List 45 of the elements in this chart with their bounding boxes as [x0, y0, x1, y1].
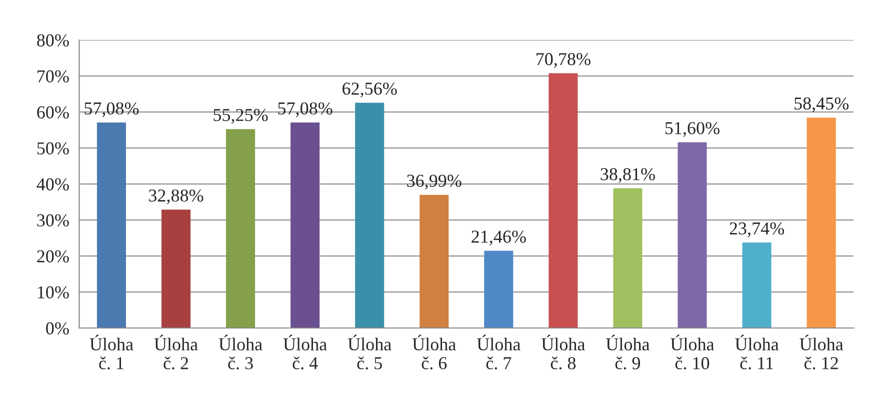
- data-label: 51,60%: [665, 122, 720, 137]
- y-tick-label: 20%: [37, 250, 69, 262]
- x-tick-label: Úloha č. 4: [283, 334, 327, 370]
- data-label: 38,81%: [600, 168, 655, 183]
- bar: [613, 188, 642, 328]
- x-tick-label: Úloha č. 5: [348, 334, 392, 370]
- x-tick-label: Úloha č. 8: [542, 334, 586, 370]
- data-label: 57,08%: [84, 102, 139, 118]
- data-label: 21,46%: [472, 230, 526, 246]
- bar: [548, 73, 578, 328]
- data-label: 23,74%: [730, 222, 784, 238]
- bar: [742, 242, 772, 328]
- x-tick-label: Úloha č. 2: [154, 334, 198, 370]
- x-tick-label: Úloha č. 7: [476, 334, 520, 370]
- x-tick-label: Úloha č. 11: [735, 334, 779, 370]
- y-tick-label: 70%: [38, 70, 69, 82]
- data-label: 36,99%: [407, 174, 462, 190]
- y-tick-label: 0%: [46, 322, 69, 334]
- x-tick-label: Úloha č. 6: [412, 334, 456, 370]
- bar: [226, 129, 256, 328]
- data-label: 32,88%: [149, 189, 204, 204]
- x-tick-label: Úloha č. 10: [670, 334, 714, 370]
- y-tick-label: 80%: [37, 34, 69, 46]
- data-label: 58,45%: [794, 97, 849, 112]
- data-label: 70,78%: [536, 53, 590, 68]
- data-label: 55,25%: [214, 108, 268, 124]
- x-tick-label: Úloha č. 12: [800, 334, 844, 370]
- bar: [96, 122, 126, 328]
- bar: [290, 122, 320, 328]
- bar: [806, 118, 836, 328]
- y-tick-label: 40%: [36, 178, 69, 190]
- y-tick-label: 30%: [37, 214, 69, 226]
- x-tick-label: Úloha č. 1: [90, 334, 134, 370]
- data-label: 62,56%: [342, 82, 397, 98]
- bar: [355, 102, 384, 328]
- x-tick-label: Úloha č. 9: [606, 334, 650, 370]
- data-label: 57,08%: [278, 102, 332, 118]
- bar: [484, 250, 514, 328]
- y-tick-label: 10%: [38, 286, 69, 298]
- x-tick-label: Úloha č. 3: [218, 334, 262, 370]
- bar: [420, 194, 449, 328]
- bar: [161, 210, 191, 328]
- bar: [678, 142, 707, 328]
- y-tick-label: 60%: [37, 106, 69, 118]
- y-tick-label: 50%: [37, 142, 69, 154]
